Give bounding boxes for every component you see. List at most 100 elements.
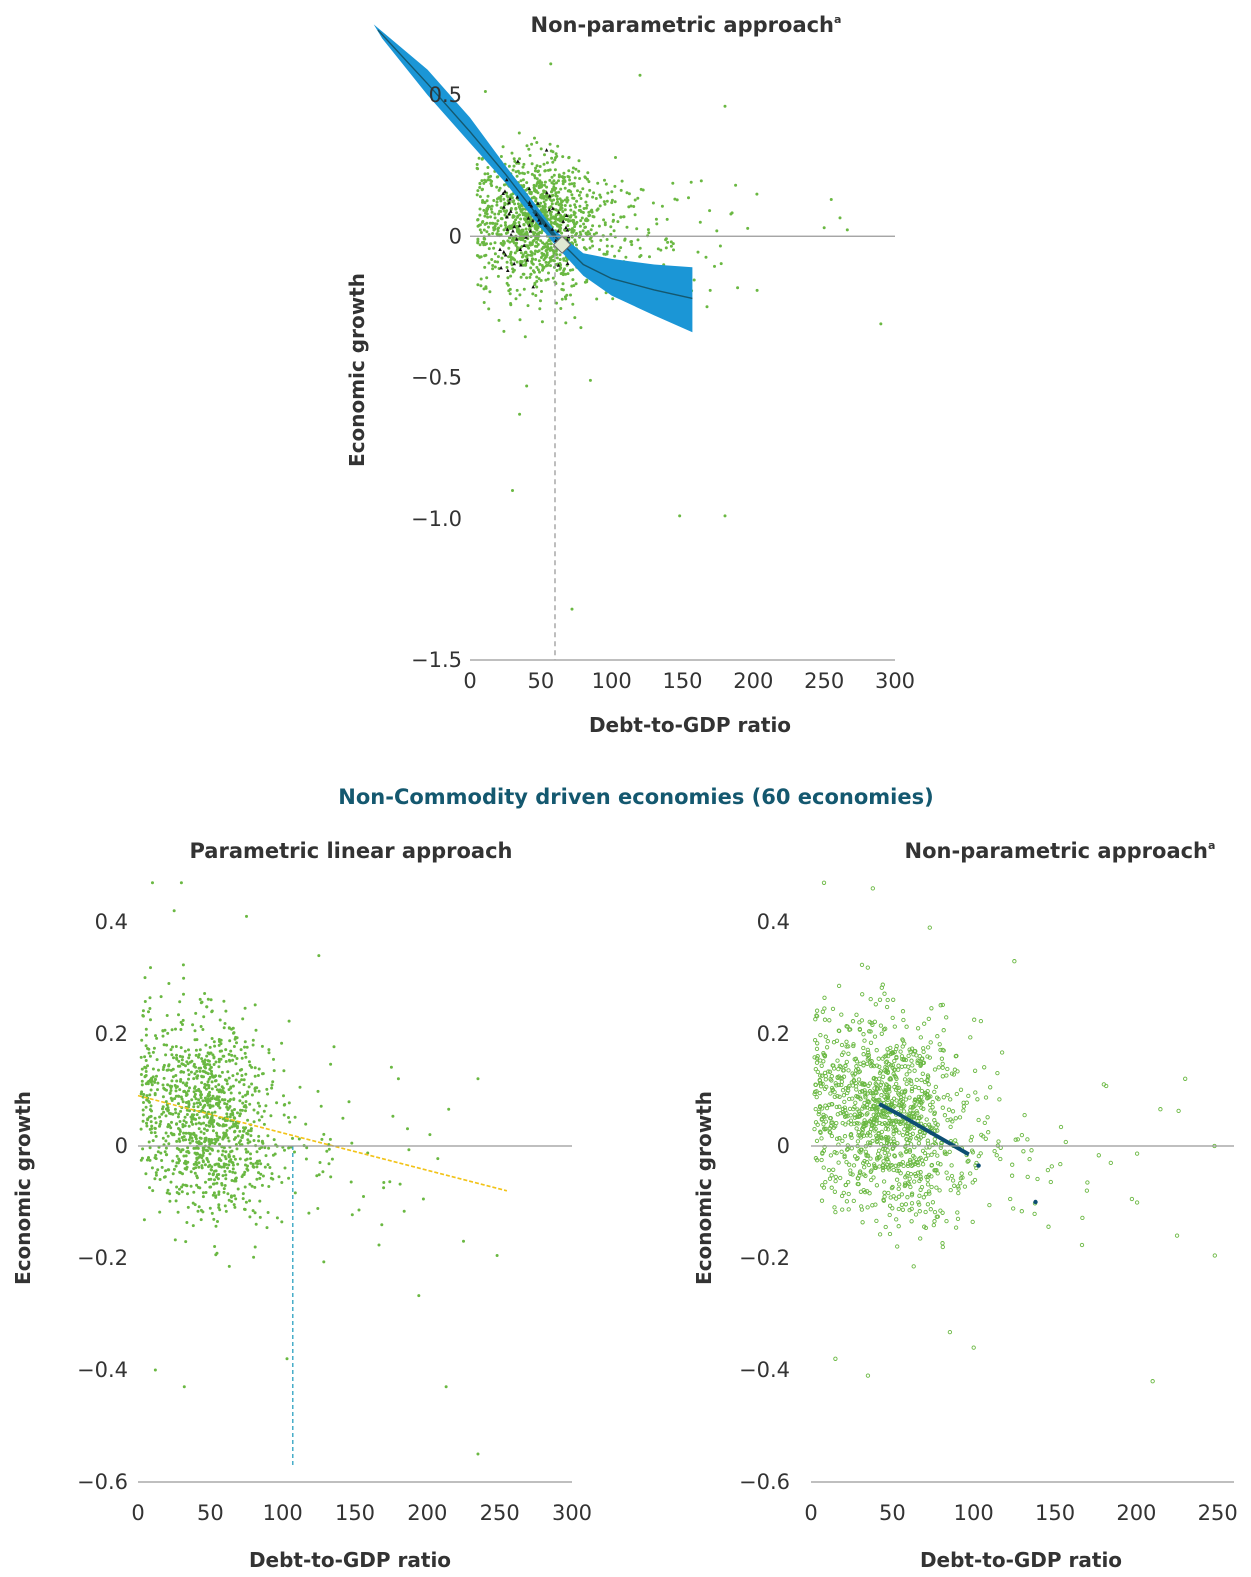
left-point <box>147 1010 150 1014</box>
right-point <box>830 1006 836 1012</box>
left-point <box>213 1163 217 1167</box>
right-point <box>862 1038 867 1043</box>
left-point <box>175 1056 179 1060</box>
top-point <box>535 141 539 144</box>
top-point <box>630 243 634 247</box>
top-point <box>513 221 517 225</box>
right-point <box>857 1089 863 1095</box>
right-point <box>867 1089 873 1094</box>
left-point <box>252 1165 256 1169</box>
left-point <box>215 1181 219 1185</box>
top-point <box>533 174 536 178</box>
left-point <box>194 1097 198 1101</box>
right-point <box>854 1012 859 1017</box>
top-point <box>530 196 534 200</box>
top-point <box>487 307 491 311</box>
left-point <box>269 1114 273 1118</box>
top-point <box>590 239 594 243</box>
left-point <box>185 1113 189 1116</box>
left-point <box>417 1294 421 1298</box>
left-point <box>213 1245 217 1248</box>
top-outlier-point <box>829 198 833 202</box>
top-point <box>602 218 606 222</box>
top-point <box>545 161 549 165</box>
top-point <box>579 233 583 236</box>
left-point <box>193 1029 197 1033</box>
right-point <box>935 1161 941 1166</box>
right-point <box>918 1236 923 1241</box>
right-x-axis-label: Debt-to-GDP ratio <box>920 1548 1122 1572</box>
right-point <box>844 1199 850 1204</box>
left-point <box>201 1154 205 1157</box>
left-point <box>198 1142 202 1146</box>
left-point <box>159 1120 163 1123</box>
left-point <box>319 1104 323 1108</box>
left-point <box>148 1093 152 1097</box>
right-point <box>939 1140 944 1146</box>
right-point <box>932 1110 937 1115</box>
top-obs-marker <box>561 219 565 223</box>
left-point <box>183 1115 187 1119</box>
left-point <box>315 1174 319 1178</box>
left-point <box>200 1000 204 1004</box>
left-point <box>260 1183 264 1187</box>
top-obs-marker <box>527 186 532 191</box>
right-point <box>829 1101 834 1107</box>
right-point <box>947 1329 953 1335</box>
right-point <box>892 1067 897 1072</box>
right-point <box>920 1099 925 1104</box>
top-point <box>546 277 550 281</box>
right-point <box>926 1016 931 1022</box>
right-point <box>919 1095 924 1100</box>
right-point <box>856 1181 861 1187</box>
right-point <box>842 1105 847 1110</box>
top-point <box>544 260 548 264</box>
left-point <box>177 1013 180 1017</box>
right-point <box>833 1174 838 1180</box>
top-point <box>495 175 499 179</box>
right-point <box>882 991 887 996</box>
left-point <box>164 1053 168 1057</box>
left-point <box>202 1132 206 1135</box>
top-point <box>549 246 553 250</box>
right-point <box>882 1089 888 1094</box>
right-point <box>925 1077 930 1082</box>
right-point <box>953 1225 959 1230</box>
right-point <box>895 1141 900 1146</box>
right-point <box>966 1093 971 1099</box>
right-point <box>948 1187 953 1193</box>
left-point <box>188 1109 191 1113</box>
right-point <box>852 1121 857 1126</box>
right-point <box>916 1097 921 1102</box>
right-point <box>973 1090 978 1095</box>
left-point <box>212 1040 216 1044</box>
right-point <box>870 1022 875 1027</box>
right-point <box>1035 1176 1040 1182</box>
right-point <box>846 1088 851 1093</box>
top-point <box>555 181 558 185</box>
left-point <box>206 1160 210 1164</box>
right-point <box>893 1163 898 1168</box>
right-point <box>862 1165 867 1170</box>
right-point <box>909 1114 914 1120</box>
right-outlier-point <box>865 1373 871 1378</box>
left-point <box>206 1116 210 1119</box>
left-point <box>201 1160 205 1164</box>
left-point <box>258 1215 262 1219</box>
right-point <box>903 1202 909 1207</box>
left-point <box>192 1167 196 1171</box>
top-point <box>713 264 716 268</box>
left-point <box>195 1101 199 1105</box>
left-point <box>233 1205 237 1209</box>
right-point <box>900 1057 905 1062</box>
right-point <box>896 1067 901 1072</box>
top-obs-marker <box>499 265 503 270</box>
left-point <box>210 1087 214 1091</box>
left-point <box>266 1211 270 1214</box>
right-point <box>902 1041 907 1046</box>
left-point <box>202 1015 206 1019</box>
right-outlier-point <box>927 925 932 930</box>
left-point <box>227 1106 231 1110</box>
left-point <box>194 1122 198 1126</box>
